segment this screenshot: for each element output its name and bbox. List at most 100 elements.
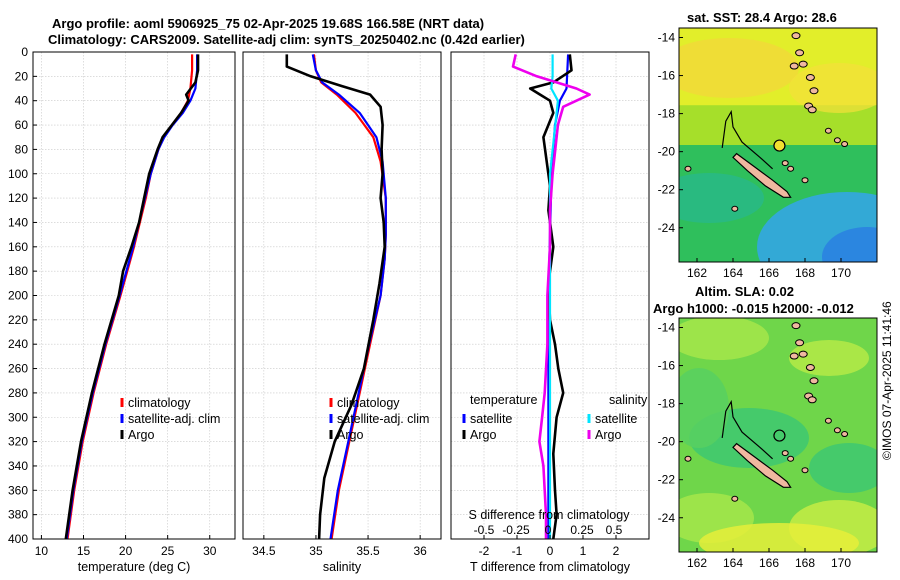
series-line-climatology [312,54,387,540]
x-axis-label: T difference from climatology [470,560,631,574]
panel-salinity: 34.5 35 35.5 36 salinity [242,51,442,574]
y-tick-label: 20 [15,69,29,83]
series-line-satellite-adj-clim [311,54,387,540]
x-tick-label: 35.5 [356,544,380,558]
islet [781,160,789,167]
x-tick-label: 25 [161,544,175,558]
islet [801,177,809,184]
sst-warm-patch [789,63,877,113]
map-y-tick-label: -20 [658,435,676,449]
diff-legend-salinity-header: salinity [609,393,648,407]
diff-legend-temperature-header: temperature [470,393,537,407]
islet [731,205,739,212]
series-line-s-argo [511,54,591,539]
s-diff-tick-label: -0.5 [474,523,495,537]
map-y-tick-label: -14 [658,31,676,45]
x-axis-label: temperature (deg C) [78,560,191,574]
x-tick-label: -2 [479,544,490,558]
map-y-tick-label: -16 [658,69,676,83]
vanuatu-island [789,62,799,70]
series-line-climatology [66,54,194,540]
series-line-argo [285,54,387,540]
salinity-legend-label: satellite-adj. clim [337,412,429,426]
map-y-tick-label: -22 [658,473,676,487]
y-tick-label: 340 [8,459,28,473]
figure-title-line1: Argo profile: aoml 5906925_75 02-Apr-202… [52,16,485,31]
y-tick-label: 160 [8,240,28,254]
reef-outline [721,399,774,460]
islet [841,431,849,438]
reef-outline [721,109,774,170]
axes-frame [242,51,442,540]
map-y-tick-label: -18 [658,107,676,121]
map-y-tick-label: -18 [658,397,676,411]
vanuatu-island [791,322,801,330]
map-y-tick-label: -20 [658,145,676,159]
vanuatu-island [795,49,805,57]
sst-patch [679,173,764,223]
x-tick-label: -1 [512,544,523,558]
salinity-legend-label: climatology [337,396,400,410]
islet [731,495,739,502]
sla-map-subtitle: Argo h1000: -0.015 h2000: -0.012 [653,301,854,316]
y-tick-label: 360 [8,483,28,497]
vanuatu-island [807,396,817,404]
diff-legend-salinity-label: satellite [595,412,637,426]
map-y-tick-label: -22 [658,183,676,197]
x-tick-label: 20 [119,544,133,558]
temperature-legend-label: Argo [128,428,154,442]
s-diff-tick-label: 0.25 [570,523,594,537]
y-tick-label: 40 [15,94,29,108]
vanuatu-island [789,352,799,360]
islet [684,165,692,172]
panel-temperature: 10 15 20 25 30 temperature (deg C) [32,51,236,574]
islet [833,137,841,144]
map-x-tick-label: 162 [687,556,707,570]
s-diff-tick-label: 0.5 [606,523,623,537]
vanuatu-island [795,339,805,347]
sst-panel: 162 164 166 168 170 -14 -16 -18 -20 -22 -24 [658,27,878,280]
y-tick-label: 140 [8,215,28,229]
islet [833,427,841,434]
y-tick-label: 80 [15,142,29,156]
diff-legend-temperature-label: satellite [470,412,512,426]
map-y-tick-label: -24 [658,511,676,525]
islet [787,165,795,172]
y-tick-label: 0 [21,45,28,59]
series-line-satellite-adj-clim [65,54,199,540]
sst-warm-patch [679,38,799,98]
islet [684,455,692,462]
x-tick-label: 10 [35,544,49,558]
argo-position-marker [773,139,786,152]
temperature-legend-label: climatology [128,396,191,410]
map-frame [678,317,878,553]
s-diff-tick-label: 0 [545,523,552,537]
map-x-tick-label: 164 [723,556,743,570]
diff-legend-salinity-label: Argo [595,428,621,442]
map-x-tick-label: 170 [831,556,851,570]
y-tick-label: 380 [8,508,28,522]
map-y-tick-label: -16 [658,359,676,373]
map-x-tick-label: 168 [795,266,815,280]
map-x-tick-label: 168 [795,556,815,570]
diff-legend-temperature-label: Argo [470,428,496,442]
islet [841,141,849,148]
x-tick-label: 34.5 [252,544,276,558]
map-y-tick-label: -24 [658,221,676,235]
sla-patch [809,443,877,493]
islet [824,127,832,134]
argo-position-marker [773,429,786,442]
x-tick-label: 15 [77,544,91,558]
temperature-legend-label: satellite-adj. clim [128,412,220,426]
x-tick-label: 30 [203,544,217,558]
salinity-legend-label: Argo [337,428,363,442]
map-x-tick-label: 166 [759,266,779,280]
vanuatu-island [805,363,815,371]
series-line-argo [64,54,200,540]
figure-title-line2: Climatology: CARS2009. Satellite-adj cli… [48,32,525,47]
sst-cool-patch [822,227,877,262]
x-tick-label: 1 [580,544,587,558]
y-tick-label: 120 [8,191,28,205]
map-x-tick-label: 170 [831,266,851,280]
